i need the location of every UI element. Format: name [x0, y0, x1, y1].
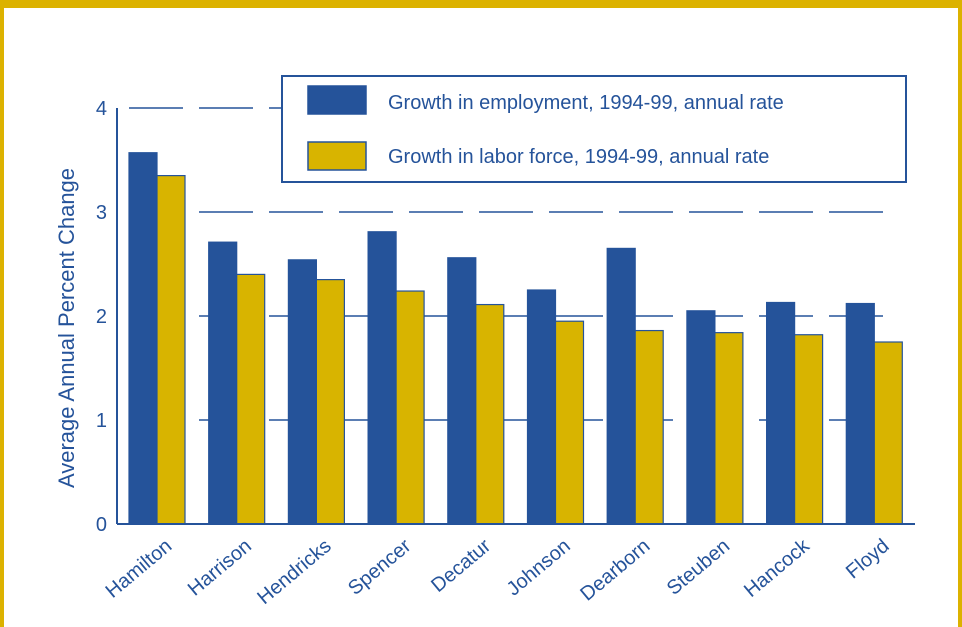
x-tick-label: Floyd: [842, 535, 894, 583]
bar-labor-force: [156, 175, 186, 525]
bar-employment: [526, 289, 557, 525]
legend: Growth in employment, 1994-99, annual ra…: [281, 75, 907, 183]
x-tick-label: Steuben: [663, 535, 734, 600]
legend-swatch-labor-force: [307, 141, 367, 171]
bar-employment: [765, 301, 796, 525]
x-tick-label: Spencer: [344, 535, 415, 600]
bar-labor-force: [714, 332, 744, 525]
y-tick-label: 3: [96, 202, 107, 224]
bar-labor-force: [873, 341, 903, 525]
bar-labor-force: [395, 290, 425, 525]
y-tick-label: 1: [96, 410, 107, 432]
x-tick-label: Hendricks: [253, 535, 335, 609]
bar-labor-force: [236, 273, 266, 525]
bar-labor-force: [554, 320, 585, 525]
x-tick-label: Hamilton: [102, 535, 177, 603]
bar-labor-force: [793, 334, 824, 525]
x-tick-label: Decatur: [427, 535, 495, 597]
bar-employment: [845, 302, 875, 525]
bar-labor-force: [475, 303, 505, 525]
legend-swatch-employment: [307, 85, 367, 115]
frame-top-border: [0, 0, 962, 8]
bar-employment: [287, 259, 317, 525]
y-axis-label: Average Annual Percent Change: [54, 168, 79, 488]
legend-label-labor-force: Growth in labor force, 1994-99, annual r…: [388, 146, 769, 168]
bar-employment: [447, 257, 477, 525]
bars: [128, 152, 903, 525]
x-tick-label: Dearborn: [576, 535, 654, 605]
bar-employment: [128, 152, 158, 525]
bar-employment: [208, 241, 238, 525]
y-tick-label: 2: [96, 306, 107, 328]
y-tick-label: 0: [96, 514, 107, 536]
frame-right-border: [958, 0, 962, 627]
x-tick-label: Harrison: [184, 535, 256, 600]
bar-employment: [367, 231, 397, 525]
bar-labor-force: [315, 279, 345, 525]
legend-label-employment: Growth in employment, 1994-99, annual ra…: [388, 92, 784, 114]
bar-labor-force: [634, 329, 664, 525]
bar-employment: [606, 247, 636, 525]
axes: [116, 108, 915, 525]
y-tick-labels: 0 1 2 3 4: [96, 98, 107, 536]
x-tick-label: Johnson: [503, 535, 575, 600]
y-tick-label: 4: [96, 98, 107, 120]
x-tick-label: Hancock: [740, 534, 815, 602]
frame-left-border: [0, 0, 4, 627]
bar-employment: [686, 310, 716, 525]
legend-box: [281, 75, 907, 183]
